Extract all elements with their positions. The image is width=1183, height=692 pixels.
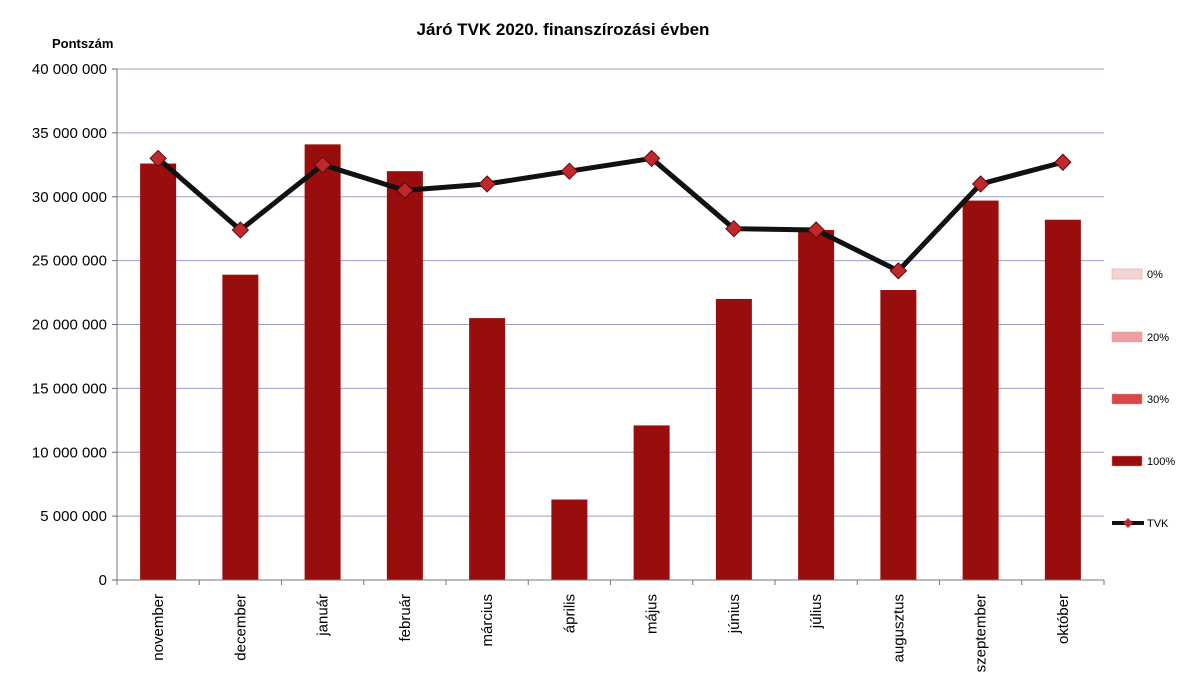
- bar: [962, 200, 999, 580]
- legend-swatch: [1111, 455, 1143, 467]
- x-tick-label: május: [644, 594, 661, 634]
- y-tick-label: 5 000 000: [40, 508, 107, 525]
- tvk-point: [478, 175, 496, 193]
- tvk-point: [149, 149, 167, 168]
- tvk-point: [396, 181, 414, 200]
- y-tick-label: 30 000 000: [32, 189, 107, 206]
- y-tick-label: 15 000 000: [32, 380, 107, 397]
- x-tick-label: július: [808, 594, 825, 629]
- x-tick-label: december: [232, 594, 249, 661]
- legend-swatch: [1111, 331, 1143, 343]
- legend-label: TVK: [1147, 518, 1169, 530]
- bar: [140, 163, 177, 580]
- bar: [469, 318, 506, 580]
- x-tick-labels: november december január február március ápri…: [116, 580, 1105, 672]
- tvk-point: [231, 221, 250, 239]
- bar: [715, 298, 752, 580]
- tvk-point: [889, 262, 908, 280]
- bar: [1044, 219, 1081, 580]
- legend-swatch: [1111, 268, 1143, 280]
- y-tick-label: 25 000 000: [32, 253, 107, 270]
- x-tick-label: január: [315, 594, 332, 637]
- bar: [386, 171, 423, 580]
- y-tick-label: 35 000 000: [32, 125, 107, 142]
- legend: 0% 20% 30% 100% TVK: [1111, 268, 1175, 530]
- y-tick-labels: 0 5 000 000 10 000 000 15 000 000 20 000 000…: [32, 61, 107, 589]
- tvk-series-line: [156, 155, 1064, 274]
- tvk-point: [1054, 153, 1072, 171]
- legend-label: 100%: [1147, 456, 1175, 468]
- x-tick-label: november: [150, 594, 167, 661]
- legend-label: 20%: [1147, 332, 1169, 344]
- bar: [222, 274, 259, 580]
- tvk-point: [313, 156, 332, 174]
- bars: [140, 144, 1081, 580]
- x-tick-label: augusztus: [890, 594, 907, 662]
- legend-label: 30%: [1147, 394, 1169, 406]
- legend-swatch: [1111, 393, 1143, 405]
- tvk-point: [642, 149, 661, 168]
- bar: [798, 229, 835, 580]
- bar: [880, 290, 917, 580]
- tvk-point: [725, 219, 743, 238]
- bar: [304, 144, 341, 580]
- chart-title: Járó TVK 2020. finanszírozási évben: [417, 20, 710, 39]
- x-tick-label: június: [726, 594, 743, 634]
- legend-marker: [1123, 518, 1133, 528]
- y-axis-label: Pontszám: [52, 36, 113, 51]
- x-tick-label: március: [479, 594, 496, 647]
- x-tick-label: szeptember: [973, 594, 990, 672]
- x-tick-label: február: [397, 594, 414, 642]
- bar: [633, 425, 670, 580]
- tvk-point: [560, 162, 579, 180]
- x-tick-label: október: [1055, 594, 1072, 644]
- y-tick-label: 20 000 000: [32, 317, 107, 334]
- legend-label: 0%: [1147, 269, 1163, 281]
- y-tick-label: 0: [99, 572, 107, 589]
- x-tick-label: április: [561, 594, 578, 633]
- y-tick-label: 40 000 000: [32, 61, 107, 78]
- gridlines: [112, 68, 1104, 581]
- y-tick-label: 10 000 000: [32, 444, 107, 461]
- tvk-point: [971, 175, 990, 193]
- tvk-point: [807, 221, 825, 239]
- bar: [551, 499, 588, 580]
- tvk-line: [149, 149, 1072, 280]
